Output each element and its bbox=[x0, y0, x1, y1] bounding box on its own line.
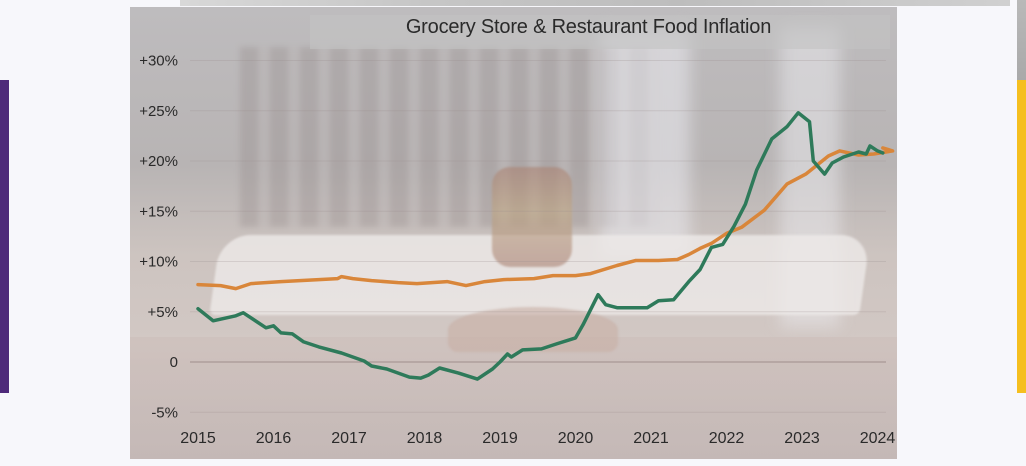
x-tick-label: 2023 bbox=[784, 430, 820, 447]
y-tick-label: +25% bbox=[139, 103, 178, 120]
x-tick-label: 2018 bbox=[407, 430, 443, 447]
y-tick-label: +15% bbox=[139, 203, 178, 220]
y-tick-label: +5% bbox=[148, 304, 178, 321]
y-tick-label: 0 bbox=[170, 354, 178, 371]
right-accent-bar bbox=[1017, 80, 1026, 393]
x-tick-label: 2022 bbox=[709, 430, 745, 447]
y-axis-labels: +30% +25% +20% +15% +10% +5% 0 -5% bbox=[139, 53, 178, 422]
x-tick-label: 2021 bbox=[633, 430, 669, 447]
series-line bbox=[196, 111, 885, 381]
y-tick-label: +10% bbox=[139, 254, 178, 271]
x-tick-label: 2019 bbox=[482, 430, 518, 447]
x-axis-labels: 2015 2016 2017 2018 2019 2020 2021 2022 2023 2024 bbox=[180, 430, 895, 447]
y-tick-label: -5% bbox=[151, 404, 178, 421]
x-tick-label: 2020 bbox=[558, 430, 594, 447]
x-tick-label: 2024 bbox=[860, 430, 896, 447]
gridlines bbox=[190, 60, 886, 413]
x-tick-label: 2015 bbox=[180, 430, 216, 447]
left-accent-bar bbox=[0, 80, 9, 393]
y-tick-label: +20% bbox=[139, 153, 178, 170]
background-bookshelf bbox=[240, 47, 660, 227]
title-band bbox=[310, 15, 890, 49]
chart-card bbox=[130, 7, 897, 459]
gavel-icon bbox=[492, 167, 572, 267]
series-line bbox=[196, 146, 895, 291]
series-lines bbox=[196, 111, 895, 381]
x-tick-label: 2016 bbox=[256, 430, 292, 447]
background-light bbox=[600, 27, 690, 257]
chart-title: Grocery Store & Restaurant Food Inflatio… bbox=[405, 16, 772, 38]
right-decorative-image bbox=[1017, 0, 1026, 80]
top-decorative-strip bbox=[180, 0, 1010, 6]
y-tick-label: +30% bbox=[139, 53, 178, 70]
x-tick-label: 2017 bbox=[331, 430, 367, 447]
